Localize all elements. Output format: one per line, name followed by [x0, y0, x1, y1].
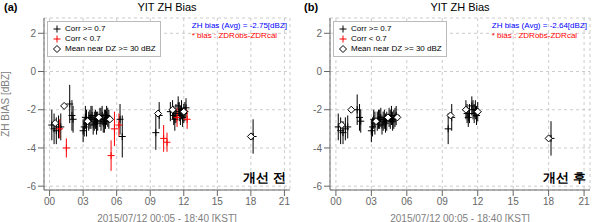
- svg-text:-6: -6: [27, 181, 36, 192]
- html-text:(a): (a): [4, 1, 18, 13]
- svg-text:18: 18: [543, 196, 555, 207]
- svg-text:18: 18: [245, 196, 257, 207]
- svg-text:06: 06: [111, 196, 123, 207]
- svg-text:2: 2: [316, 28, 322, 39]
- svg-text:-6: -6: [313, 181, 322, 192]
- html-text:Corr >= 0.7: Corr >= 0.7: [351, 24, 392, 33]
- svg-text:09: 09: [437, 196, 449, 207]
- svg-text:-2: -2: [313, 104, 322, 115]
- svg-text:-4: -4: [313, 143, 322, 154]
- html-text:Corr < 0.7: Corr < 0.7: [351, 34, 387, 43]
- html-text:YIT ZH Bias: YIT ZH Bias: [137, 1, 197, 13]
- svg-text:12: 12: [178, 196, 190, 207]
- html-text:개선 후: 개선 후: [543, 170, 586, 185]
- html-text:Mean near DZ >= 30 dBZ: Mean near DZ >= 30 dBZ: [65, 44, 156, 53]
- html-text:(b): (b): [304, 1, 318, 13]
- svg-text:12: 12: [472, 196, 484, 207]
- html-text:개선 전: 개선 전: [243, 170, 286, 185]
- svg-text:21: 21: [579, 196, 591, 207]
- svg-text:0: 0: [30, 66, 36, 77]
- svg-text:00: 00: [44, 196, 56, 207]
- svg-text:0: 0: [316, 66, 322, 77]
- svg-text:03: 03: [366, 196, 378, 207]
- svg-text:2015/07/12 00:05 - 18:40 [KST]: 2015/07/12 00:05 - 18:40 [KST]: [390, 213, 530, 222]
- svg-text:-4: -4: [27, 143, 36, 154]
- html-text:Corr < 0.7: Corr < 0.7: [65, 34, 101, 43]
- svg-text:15: 15: [212, 196, 224, 207]
- svg-text:15: 15: [508, 196, 520, 207]
- svg-text:ZH BIAS [dBZ]: ZH BIAS [dBZ]: [8, 71, 11, 137]
- svg-text:06: 06: [401, 196, 413, 207]
- html-text:* bias : ZDRobs-ZDRcal: * bias : ZDRobs-ZDRcal: [191, 31, 278, 40]
- svg-text:2: 2: [30, 28, 36, 39]
- html-text:* bias : ZDRobs-ZDRcal: * bias : ZDRobs-ZDRcal: [491, 31, 578, 40]
- html-text:YIT ZH Bias: YIT ZH Bias: [430, 1, 490, 13]
- html-text:Corr >= 0.7: Corr >= 0.7: [65, 24, 106, 33]
- svg-text:00: 00: [330, 196, 342, 207]
- svg-text:21: 21: [279, 196, 291, 207]
- html-text:ZH bias (Avg) = -2.75[dBZ]: ZH bias (Avg) = -2.75[dBZ]: [191, 21, 287, 30]
- svg-text:03: 03: [78, 196, 90, 207]
- svg-text:-2: -2: [27, 104, 36, 115]
- html-text:ZH bias (Avg) = -2.64[dBZ]: ZH bias (Avg) = -2.64[dBZ]: [491, 21, 587, 30]
- svg-text:2015/07/12 00:05 - 18:40 [KST]: 2015/07/12 00:05 - 18:40 [KST]: [97, 213, 237, 222]
- html-text:Mean near DZ >= 30 dBZ: Mean near DZ >= 30 dBZ: [351, 44, 442, 53]
- svg-text:09: 09: [145, 196, 157, 207]
